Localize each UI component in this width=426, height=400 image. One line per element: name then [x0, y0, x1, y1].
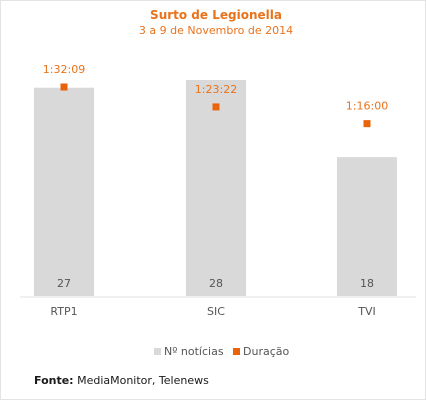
legend-swatch-duracao — [233, 348, 240, 355]
bar-rtp1 — [34, 87, 94, 296]
x-tick-label-tvi: TVI — [357, 305, 376, 318]
bar-sic — [186, 80, 246, 296]
x-tick-label-sic: SIC — [207, 305, 225, 318]
legend-swatch-noticias — [154, 348, 161, 355]
legend-label-noticias: Nº notícias — [164, 345, 224, 358]
duration-label-rtp1: 1:32:09 — [43, 63, 85, 76]
bar-value-label-tvi: 18 — [360, 277, 374, 290]
x-tick-label-rtp1: RTP1 — [50, 305, 77, 318]
source-text: MediaMonitor, Telenews — [77, 374, 209, 387]
duration-point-sic — [212, 103, 220, 111]
duration-label-tvi: 1:16:00 — [346, 100, 388, 113]
source-note: Fonte: MediaMonitor, Telenews — [34, 374, 209, 387]
duration-point-rtp1 — [60, 83, 68, 91]
duration-point-tvi — [363, 120, 371, 128]
duration-label-sic: 1:23:22 — [195, 83, 237, 96]
chart-subtitle: 3 a 9 de Novembro de 2014 — [139, 24, 293, 37]
source-label: Fonte: — [34, 374, 74, 387]
chart-title: Surto de Legionella — [150, 8, 282, 22]
chart-legend: Nº notícias Duração — [154, 345, 289, 358]
bar-tvi — [337, 157, 397, 296]
legend-label-duracao: Duração — [243, 345, 289, 358]
chart-marks: 27 RTP1 1:32:09 28 SIC 1:23:22 18 TVI 1:16:00 — [34, 63, 397, 318]
bar-value-label-rtp1: 27 — [57, 277, 71, 290]
bar-value-label-sic: 28 — [209, 277, 223, 290]
